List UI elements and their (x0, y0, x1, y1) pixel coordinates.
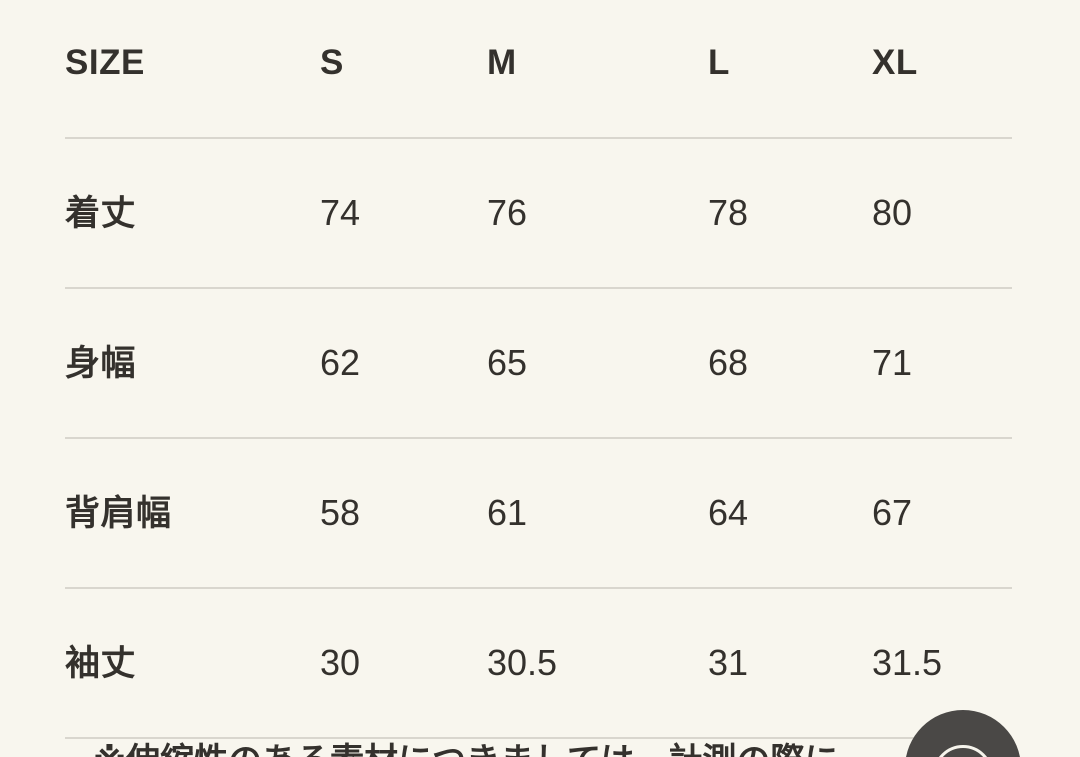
cell-value: 65 (487, 342, 528, 383)
row-label: 身幅 (65, 343, 137, 383)
cell-value: 30 (320, 642, 361, 683)
stretch-material-note: ※伸縮性のある素材につきましては、計測の際に (65, 741, 1012, 757)
row-label: 背肩幅 (65, 493, 172, 533)
table-row-shoulder-width: 背肩幅 58 61 64 67 (65, 437, 1012, 587)
cell-value: 76 (487, 192, 528, 233)
cell-value: 61 (487, 492, 528, 533)
table-row-sleeve-length: 袖丈 30 30.5 31 31.5 (65, 587, 1012, 737)
column-header-m: M (487, 42, 517, 82)
column-header-xl: XL (872, 42, 918, 82)
note-section: ※伸縮性のある素材につきましては、計測の際に (65, 737, 1012, 757)
column-header-s: S (320, 42, 344, 82)
cell-value: 31 (708, 642, 749, 683)
cell-value: 67 (872, 492, 913, 533)
cell-value: 78 (708, 192, 749, 233)
ring-icon (933, 745, 993, 757)
cell-value: 74 (320, 192, 361, 233)
table-row-body-length: 着丈 74 76 78 80 (65, 137, 1012, 287)
size-table: SIZE S M L XL 着丈 74 76 78 80 身幅 62 65 68… (65, 0, 1012, 737)
cell-value: 71 (872, 342, 913, 383)
cell-value: 68 (708, 342, 749, 383)
table-row-body-width: 身幅 62 65 68 71 (65, 287, 1012, 437)
column-header-size: SIZE (65, 42, 145, 82)
cell-value: 31.5 (872, 642, 943, 683)
cell-value: 64 (708, 492, 749, 533)
column-header-l: L (708, 42, 730, 82)
cell-value: 62 (320, 342, 361, 383)
row-label: 袖丈 (65, 643, 137, 683)
cell-value: 30.5 (487, 642, 558, 683)
cell-value: 80 (872, 192, 913, 233)
size-table-header-row: SIZE S M L XL (65, 0, 1012, 137)
row-label: 着丈 (65, 193, 137, 233)
cell-value: 58 (320, 492, 361, 533)
